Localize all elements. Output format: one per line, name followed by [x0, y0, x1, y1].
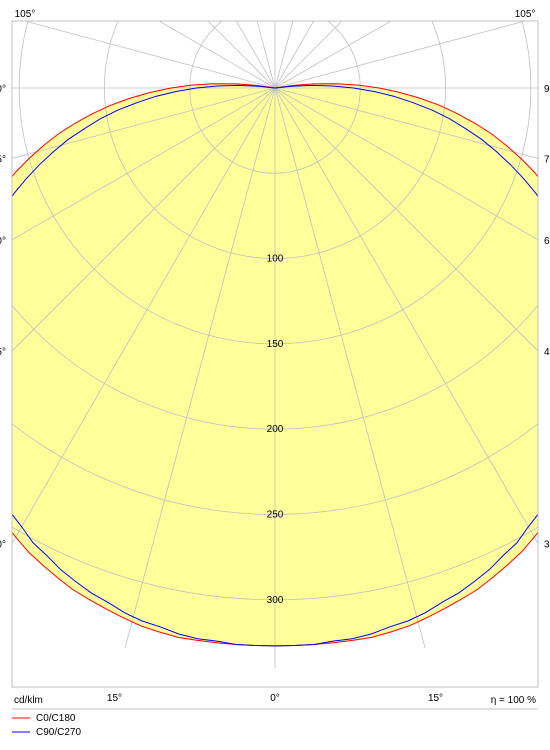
radial-tick-label: 250 — [267, 509, 284, 520]
radial-tick-label: 100 — [267, 254, 284, 265]
angle-label: 75° — [544, 154, 550, 165]
radial-tick-label: 150 — [267, 339, 284, 350]
angle-label: 0° — [270, 693, 280, 704]
radial-tick-label: 200 — [267, 424, 284, 435]
angle-label: 15° — [107, 693, 122, 704]
radial-tick-label: 300 — [267, 595, 284, 606]
efficiency-label: η = 100 % — [491, 695, 536, 706]
angle-label: 30° — [544, 540, 550, 551]
angle-label: 45° — [544, 347, 550, 358]
photometric-polar-chart: 100 150 200 250 300 105° 105° 90° 90° 75° 75° 60° 60… — [0, 0, 550, 750]
angle-label: 105° — [15, 9, 36, 20]
angle-label: 15° — [428, 693, 443, 704]
angle-label: 105° — [515, 9, 536, 20]
legend-label: C0/C180 — [36, 713, 76, 724]
angle-label: 90° — [544, 84, 550, 95]
legend-label: C90/C270 — [36, 727, 81, 738]
angle-label: 90° — [0, 84, 6, 95]
chart-svg: 100 150 200 250 300 105° 105° 90° 90° 75° 75° 60° 60… — [0, 0, 550, 750]
unit-label: cd/klm — [14, 695, 43, 706]
angle-label: 60° — [544, 236, 550, 247]
angle-label: 60° — [0, 236, 6, 247]
angle-label: 30° — [0, 540, 6, 551]
angle-label: 75° — [0, 154, 6, 165]
angle-label: 45° — [0, 347, 6, 358]
